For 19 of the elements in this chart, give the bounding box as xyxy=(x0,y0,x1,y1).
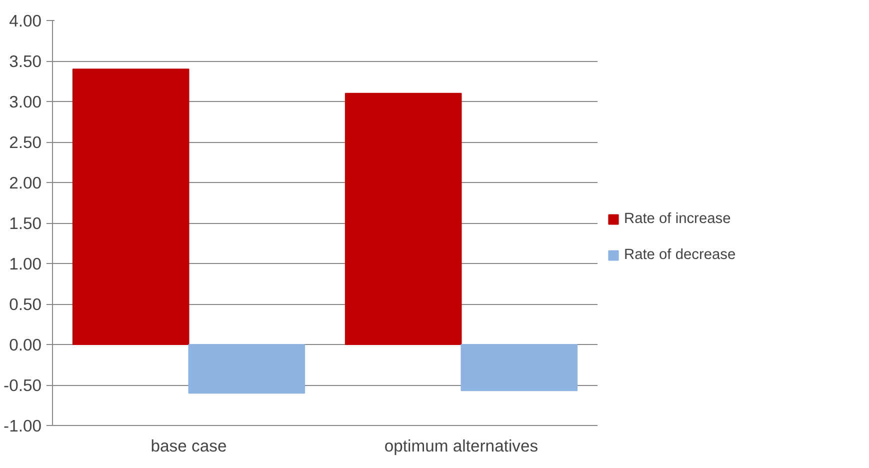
y-tick-label: -0.50 xyxy=(4,376,42,395)
y-tick-label: 1.00 xyxy=(9,254,42,274)
x-tick-label: base case xyxy=(150,436,227,456)
y-tick-label: 3.00 xyxy=(9,92,42,112)
y-tick-label: 2.00 xyxy=(9,174,42,192)
y-tick-label: 0.50 xyxy=(9,295,42,314)
y-tick-label: -1.00 xyxy=(4,416,42,436)
legend-label: Rate of decrease xyxy=(624,247,736,263)
bar xyxy=(72,68,190,345)
y-tick-label: 1.50 xyxy=(9,214,42,233)
legend-label: Rate of increase xyxy=(624,211,731,227)
bar xyxy=(344,92,462,345)
bar xyxy=(460,344,578,392)
y-tick-label: 2.50 xyxy=(9,133,42,152)
y-tick-label: 4.00 xyxy=(9,12,42,30)
x-tick-label: optimum alternatives xyxy=(384,436,538,456)
y-tick-label: 0.00 xyxy=(9,336,42,354)
bar xyxy=(188,344,306,394)
y-tick-label: 3.50 xyxy=(9,52,42,71)
